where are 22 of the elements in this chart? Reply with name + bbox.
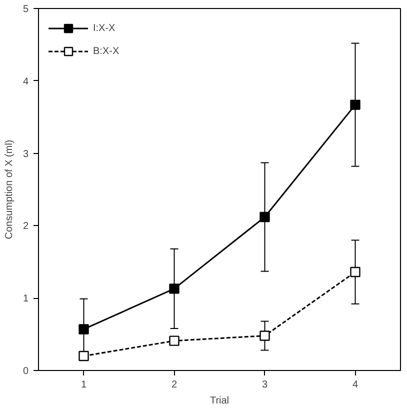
x-axis-title: Trial bbox=[210, 396, 230, 406]
point bbox=[260, 212, 270, 222]
y-tick-label: 3 bbox=[22, 148, 29, 160]
x-tick-label: 1 bbox=[80, 380, 87, 390]
x-tick-label: 4 bbox=[352, 380, 358, 390]
legend-label: B:X-X bbox=[93, 46, 120, 56]
point bbox=[78, 350, 89, 362]
y-axis-title: Consumption of X (ml) bbox=[4, 140, 15, 240]
y-tick-label: 4 bbox=[22, 76, 29, 88]
point bbox=[350, 100, 360, 110]
y-tick-label: 0 bbox=[22, 366, 29, 377]
point bbox=[169, 336, 180, 346]
y-tick-label: 5 bbox=[22, 4, 29, 15]
x-tick-label: 3 bbox=[262, 380, 268, 390]
point bbox=[350, 266, 360, 278]
y-tick-label: 2 bbox=[22, 221, 29, 232]
point bbox=[78, 324, 89, 334]
point bbox=[169, 284, 180, 294]
legend-label: I:X-X bbox=[93, 22, 116, 34]
y-tick-label: 1 bbox=[22, 294, 29, 305]
x-tick-label: 2 bbox=[171, 380, 178, 390]
point bbox=[260, 330, 270, 341]
